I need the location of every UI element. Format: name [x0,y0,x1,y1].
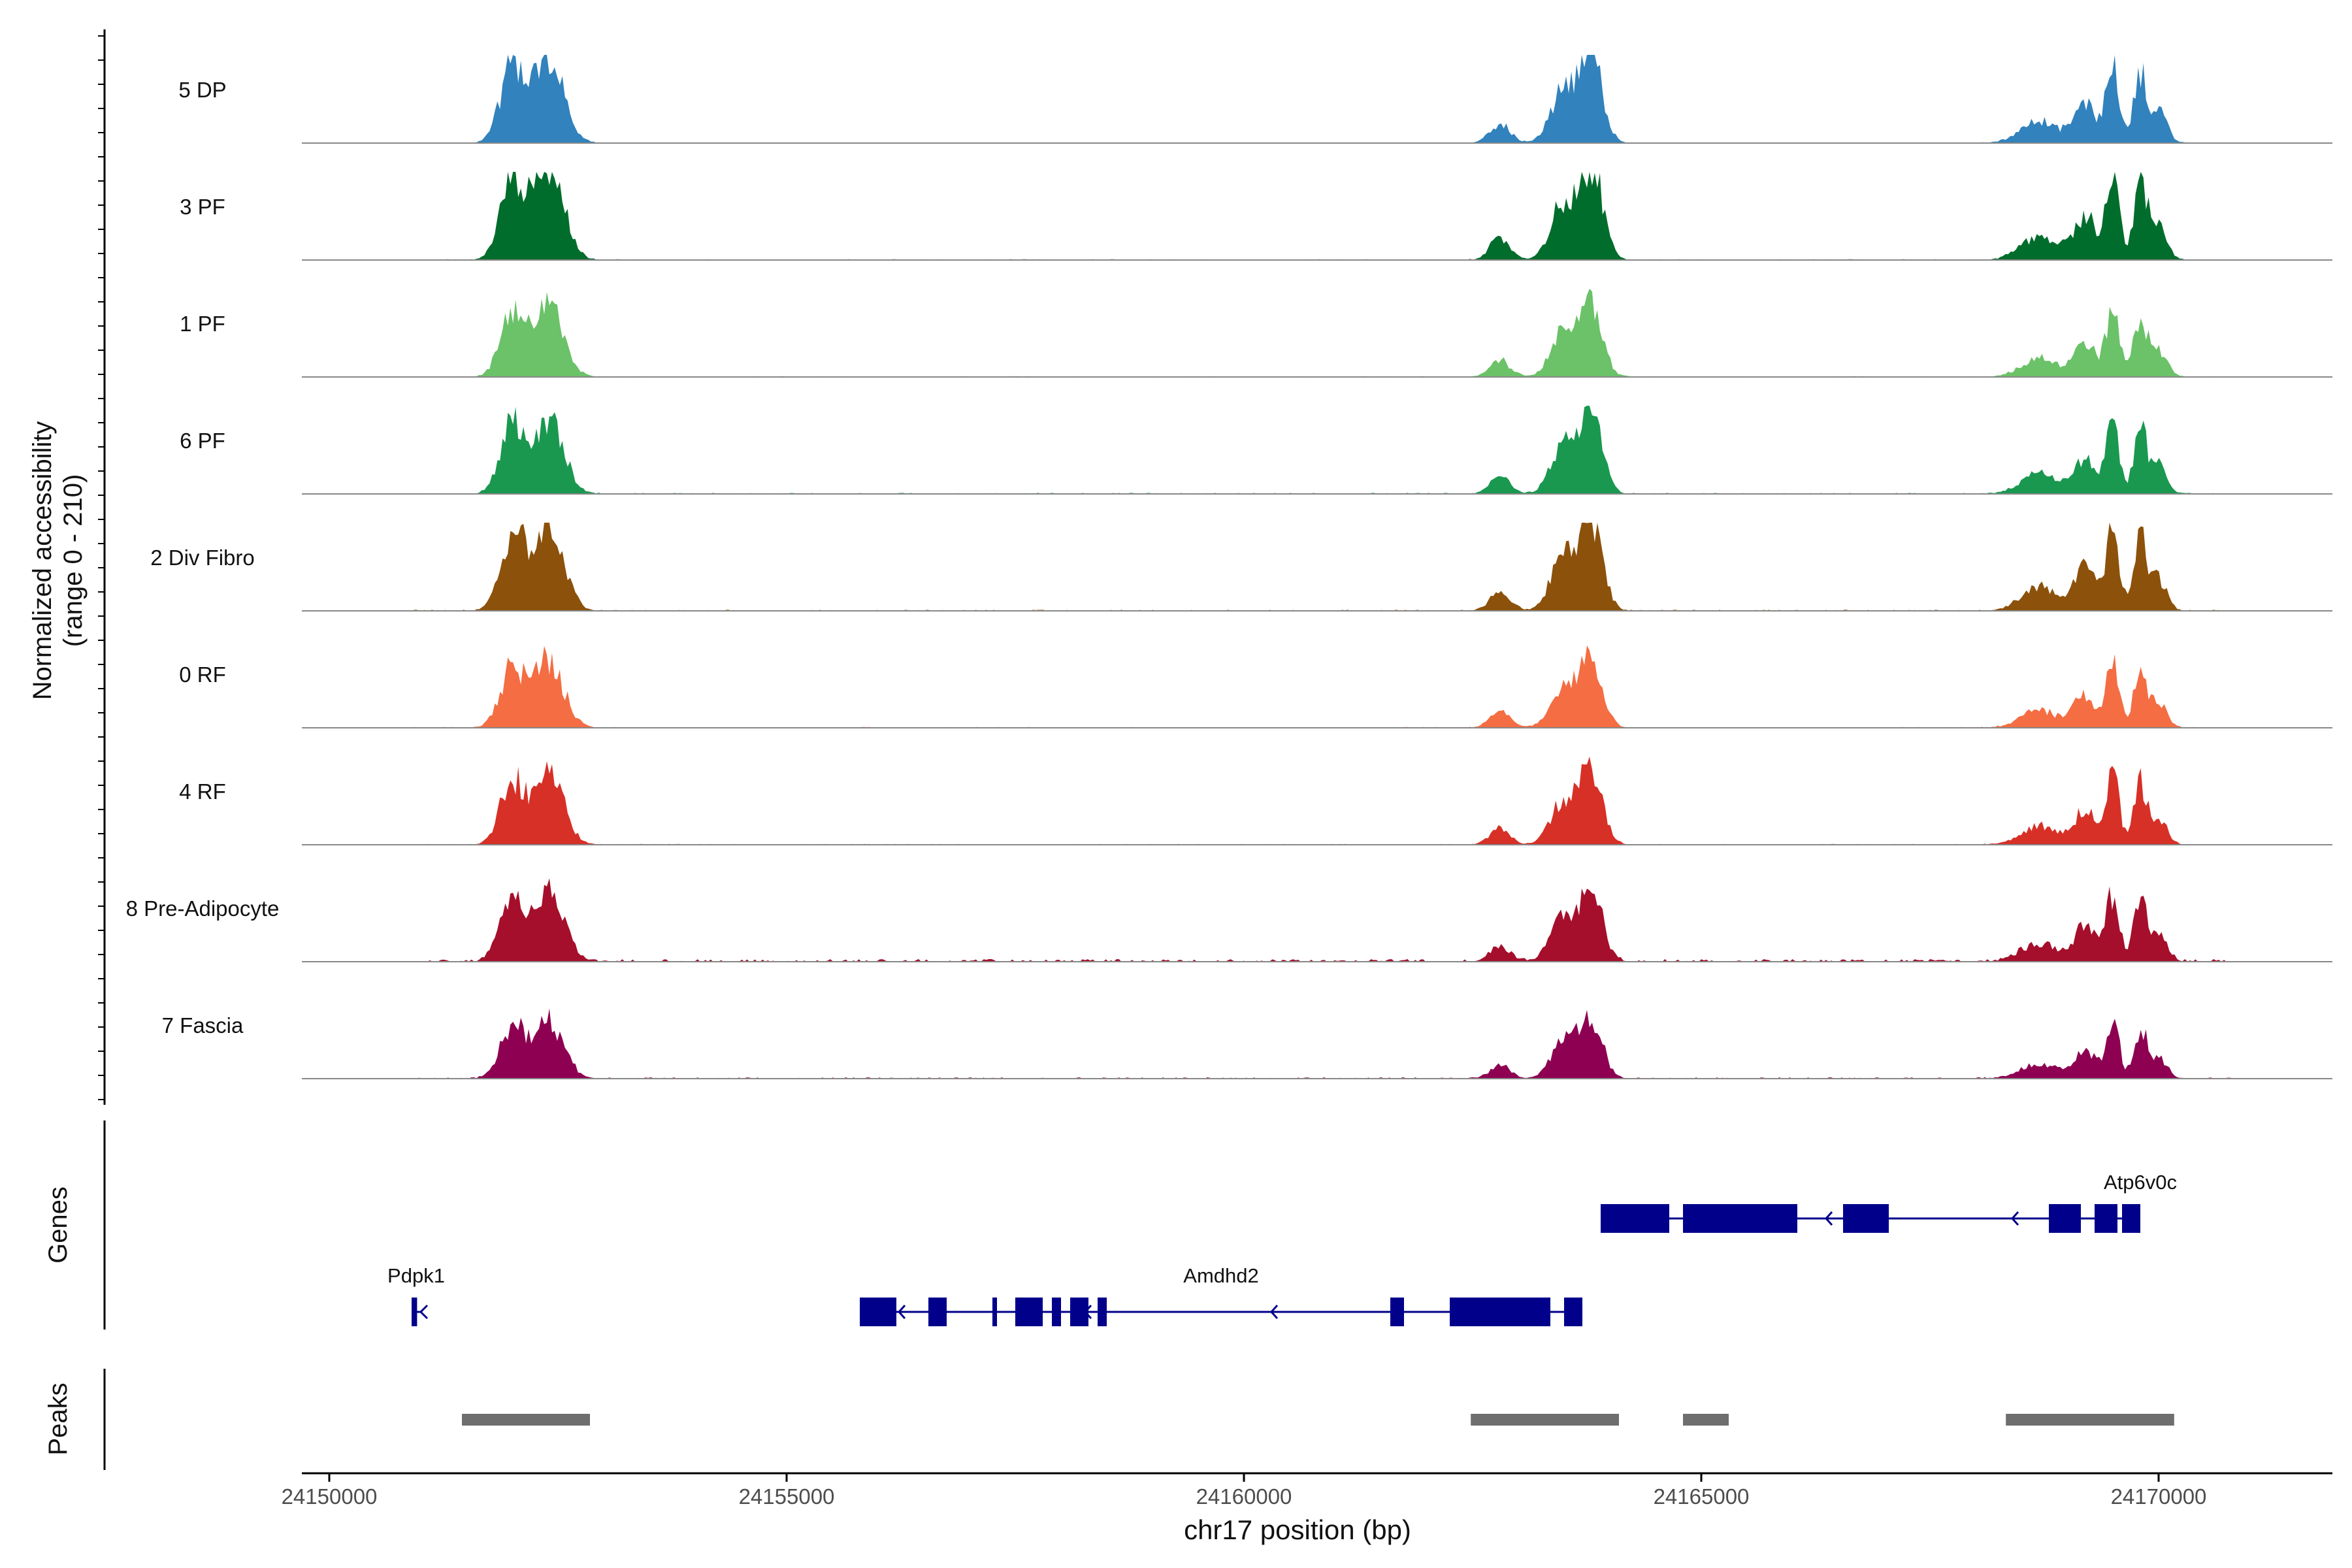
track-area [412,406,2232,494]
gene-label: Atp6v0c [2104,1171,2177,1194]
track-area [412,1008,2232,1079]
peaks-panel: Peaks [44,1369,2174,1470]
track-label: 2 Div Fibro [150,546,255,570]
track-1-pf: 1 PF [180,289,2332,378]
strand-arrow [419,1304,429,1320]
peak-region [1471,1414,1619,1426]
x-tick-label: 24170000 [2111,1484,2207,1509]
track-4-rf: 4 RF [179,757,2332,845]
x-tick-label: 24155000 [739,1484,835,1509]
gene-label: Pdpk1 [387,1264,445,1287]
track-area [412,289,2232,377]
strand-arrow [1824,1211,1833,1226]
gene-label: Amdhd2 [1183,1264,1258,1287]
track-area [412,523,2232,611]
track-label: 3 PF [180,195,225,219]
x-tick-label: 24160000 [1196,1484,1292,1509]
gene-exon [412,1298,417,1326]
gene-exon [1015,1298,1043,1326]
gene-exon [2122,1204,2140,1233]
gene-exon [860,1298,896,1326]
strand-arrow [2010,1211,2019,1226]
gene-exon [1601,1204,1669,1233]
x-tick-label: 24165000 [1654,1484,1750,1509]
gene-exon [1390,1298,1404,1326]
strand-arrow [1269,1304,1279,1320]
peak-region [2006,1414,2174,1426]
x-tick-label: 24150000 [282,1484,378,1509]
track-label: 6 PF [180,429,225,453]
track-label: 7 Fascia [162,1013,244,1037]
y-axis-range-label: (range 0 - 210) [59,474,88,647]
track-area [412,878,2232,962]
gene-exon [1564,1298,1582,1326]
gene-exon [1052,1298,1061,1326]
track-area [412,645,2232,728]
track-7-fascia: 7 Fascia [162,1008,2332,1079]
y-axis-label: Normalized accessibility [28,421,57,700]
track-y-axis [98,29,106,1105]
gene-exon [1098,1298,1107,1326]
gene-exon [992,1298,997,1326]
track-8-pre-adipocyte: 8 Pre-Adipocyte [126,878,2332,962]
gene-exon [1683,1204,1797,1233]
strand-arrow [1083,1304,1092,1320]
track-6-pf: 6 PF [180,406,2332,495]
track-area [412,172,2232,260]
strand-arrow [1638,1211,1647,1226]
genes-row-label: Genes [44,1186,73,1264]
peak-region [1683,1414,1729,1426]
x-axis: 24150000 24155000 24160000 24165000 24170000 [282,1472,2332,1509]
gene-exon [1450,1298,1550,1326]
gene-exon [1843,1204,1889,1233]
genes-panel: Genes Pdpk1 Amdhd2 Atp6v0c [44,1120,2177,1330]
coverage-tracks: 5 DP 3 PF 1 PF 6 PF 2 Div Fibro 0 RF 4 RF 8 Pre… [126,55,2332,1079]
track-area [412,757,2232,845]
gene-exon [928,1298,947,1326]
track-2-div-fibro: 2 Div Fibro [150,523,2332,612]
peaks-row-label: Peaks [44,1382,73,1455]
track-label: 4 RF [179,779,226,804]
peak-region [462,1414,590,1426]
track-3-pf: 3 PF [180,172,2332,261]
track-label: 5 DP [178,78,226,102]
track-area [412,55,2232,143]
track-5-dp: 5 DP [178,55,2332,144]
track-label: 1 PF [180,312,225,336]
gene-exon [2049,1204,2081,1233]
strand-arrow [1456,1304,1465,1320]
track-label: 8 Pre-Adipocyte [126,896,280,921]
track-label: 0 RF [179,662,226,687]
gene-exon [2095,1204,2117,1233]
x-axis-label: chr17 position (bp) [1184,1514,1411,1545]
track-0-rf: 0 RF [179,645,2332,728]
gene-amdhd2: Amdhd2 [860,1264,1582,1326]
gene-pdpk1: Pdpk1 [387,1264,445,1326]
strand-arrow [897,1304,906,1320]
gene-atp6v0c: Atp6v0c [1601,1171,2177,1233]
